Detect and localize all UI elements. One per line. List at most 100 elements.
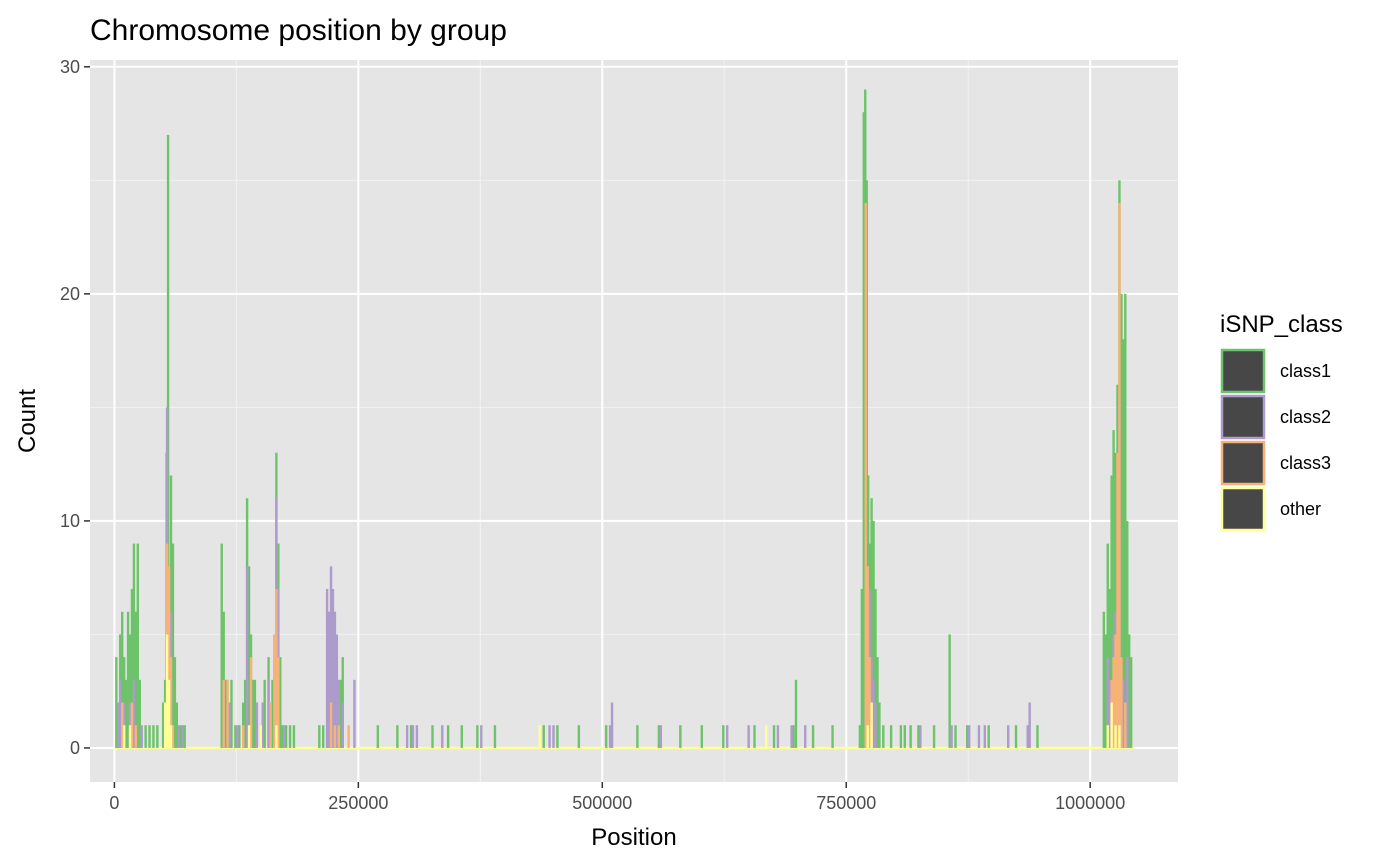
bar-class1 (136, 543, 140, 748)
bar-class2 (267, 679, 270, 748)
bar-class1 (753, 725, 756, 748)
bar-class2 (335, 634, 339, 748)
bar-class1 (909, 725, 912, 748)
bar-class2 (548, 725, 551, 748)
bar-class1 (794, 679, 798, 748)
bar-class1 (173, 657, 177, 748)
bar-class1 (604, 725, 608, 748)
legend-key-other (1220, 486, 1266, 532)
bar-class2 (282, 725, 286, 748)
bar-class1 (148, 725, 151, 748)
bar-class1 (243, 679, 247, 748)
bar-other (167, 679, 171, 748)
bar-class1 (124, 679, 128, 748)
bar-class1 (230, 679, 233, 748)
bar-class2 (415, 725, 419, 748)
bar-class2 (341, 702, 344, 748)
bar-class2 (977, 725, 981, 748)
bar-class3 (275, 589, 278, 748)
bar-other (122, 725, 126, 748)
bar-class2 (659, 725, 663, 748)
bar-class1 (882, 725, 885, 748)
bar-other (259, 725, 262, 748)
bar-class1 (1106, 543, 1109, 748)
bar-class1 (132, 543, 136, 748)
bar-class1 (876, 657, 879, 748)
bar-other (275, 725, 278, 748)
bar-class1 (657, 725, 661, 748)
bar-class2 (1126, 657, 1129, 748)
bar-class3 (1124, 702, 1127, 748)
bar-other (1110, 702, 1113, 748)
bar-class2 (117, 702, 120, 748)
bar-class2 (325, 589, 329, 748)
bar-class2 (353, 679, 356, 748)
bar-class2 (181, 725, 184, 748)
x-tick-label: 250000 (328, 793, 388, 813)
bar-class1 (1126, 520, 1129, 748)
bar-class1 (493, 725, 497, 748)
bar-class1 (1129, 657, 1133, 748)
plot-panel (90, 60, 1178, 782)
bar-class1 (556, 725, 559, 748)
bar-class1 (954, 725, 957, 748)
bar-class1 (722, 725, 725, 748)
bar-class2 (140, 725, 143, 748)
bar-class1 (772, 725, 776, 748)
bar-class1 (987, 725, 990, 748)
bar-class3 (1114, 634, 1117, 748)
legend-label-class2: class2 (1280, 407, 1331, 427)
bar-class2 (804, 725, 807, 748)
bar-class1 (339, 679, 342, 748)
bar-class1 (409, 725, 413, 748)
bar-class3 (222, 679, 225, 748)
legend-key-class1 (1220, 348, 1266, 394)
bar-class1 (903, 725, 906, 748)
bar-class1 (1014, 725, 1018, 748)
bar-class1 (220, 543, 223, 748)
histogram-bars (114, 89, 1135, 750)
bar-class3 (1112, 657, 1115, 748)
legend: iSNP_class class1 class2 class3 other (1220, 311, 1343, 532)
bar-class1 (144, 725, 147, 748)
x-tick-label: 0 (109, 793, 119, 813)
x-tick-label: 1000000 (1055, 793, 1125, 813)
bar-class3 (269, 702, 272, 748)
bar-class2 (1108, 679, 1111, 748)
bar-class3 (1116, 452, 1119, 748)
bar-class1 (679, 725, 682, 748)
bar-class2 (327, 611, 331, 748)
bar-other (128, 725, 132, 748)
bar-class2 (776, 725, 780, 748)
bar-other (538, 725, 542, 748)
bar-class1 (870, 498, 873, 748)
bar-class2 (228, 702, 231, 748)
bar-class1 (1110, 475, 1113, 748)
bar-class1 (121, 611, 124, 748)
bar-other (163, 702, 167, 748)
bar-class1 (130, 589, 134, 748)
bar-class1 (1124, 293, 1127, 748)
legend-key-class3 (1220, 440, 1266, 486)
bar-class1 (932, 725, 936, 748)
bar-class1 (1122, 339, 1125, 748)
bar-class1 (1114, 452, 1117, 748)
bar-class1 (966, 725, 969, 748)
bar-class2 (1106, 657, 1109, 748)
bar-class2 (245, 566, 249, 748)
y-tick-label: 0 (70, 738, 80, 758)
bar-class2 (1028, 702, 1031, 748)
bar-class2 (790, 725, 793, 748)
bar-class2 (331, 589, 335, 748)
y-tick-label: 30 (60, 57, 80, 77)
bar-class1 (263, 679, 266, 748)
bar-class1 (179, 725, 182, 748)
bar-class3 (171, 725, 175, 748)
bar-class3 (169, 657, 173, 748)
bar-class2 (1026, 725, 1029, 748)
legend-label-other: other (1280, 499, 1321, 519)
y-tick-label: 10 (60, 511, 80, 531)
bar-other (1106, 725, 1109, 748)
bar-class1 (115, 657, 118, 748)
bar-class1 (1120, 293, 1123, 748)
